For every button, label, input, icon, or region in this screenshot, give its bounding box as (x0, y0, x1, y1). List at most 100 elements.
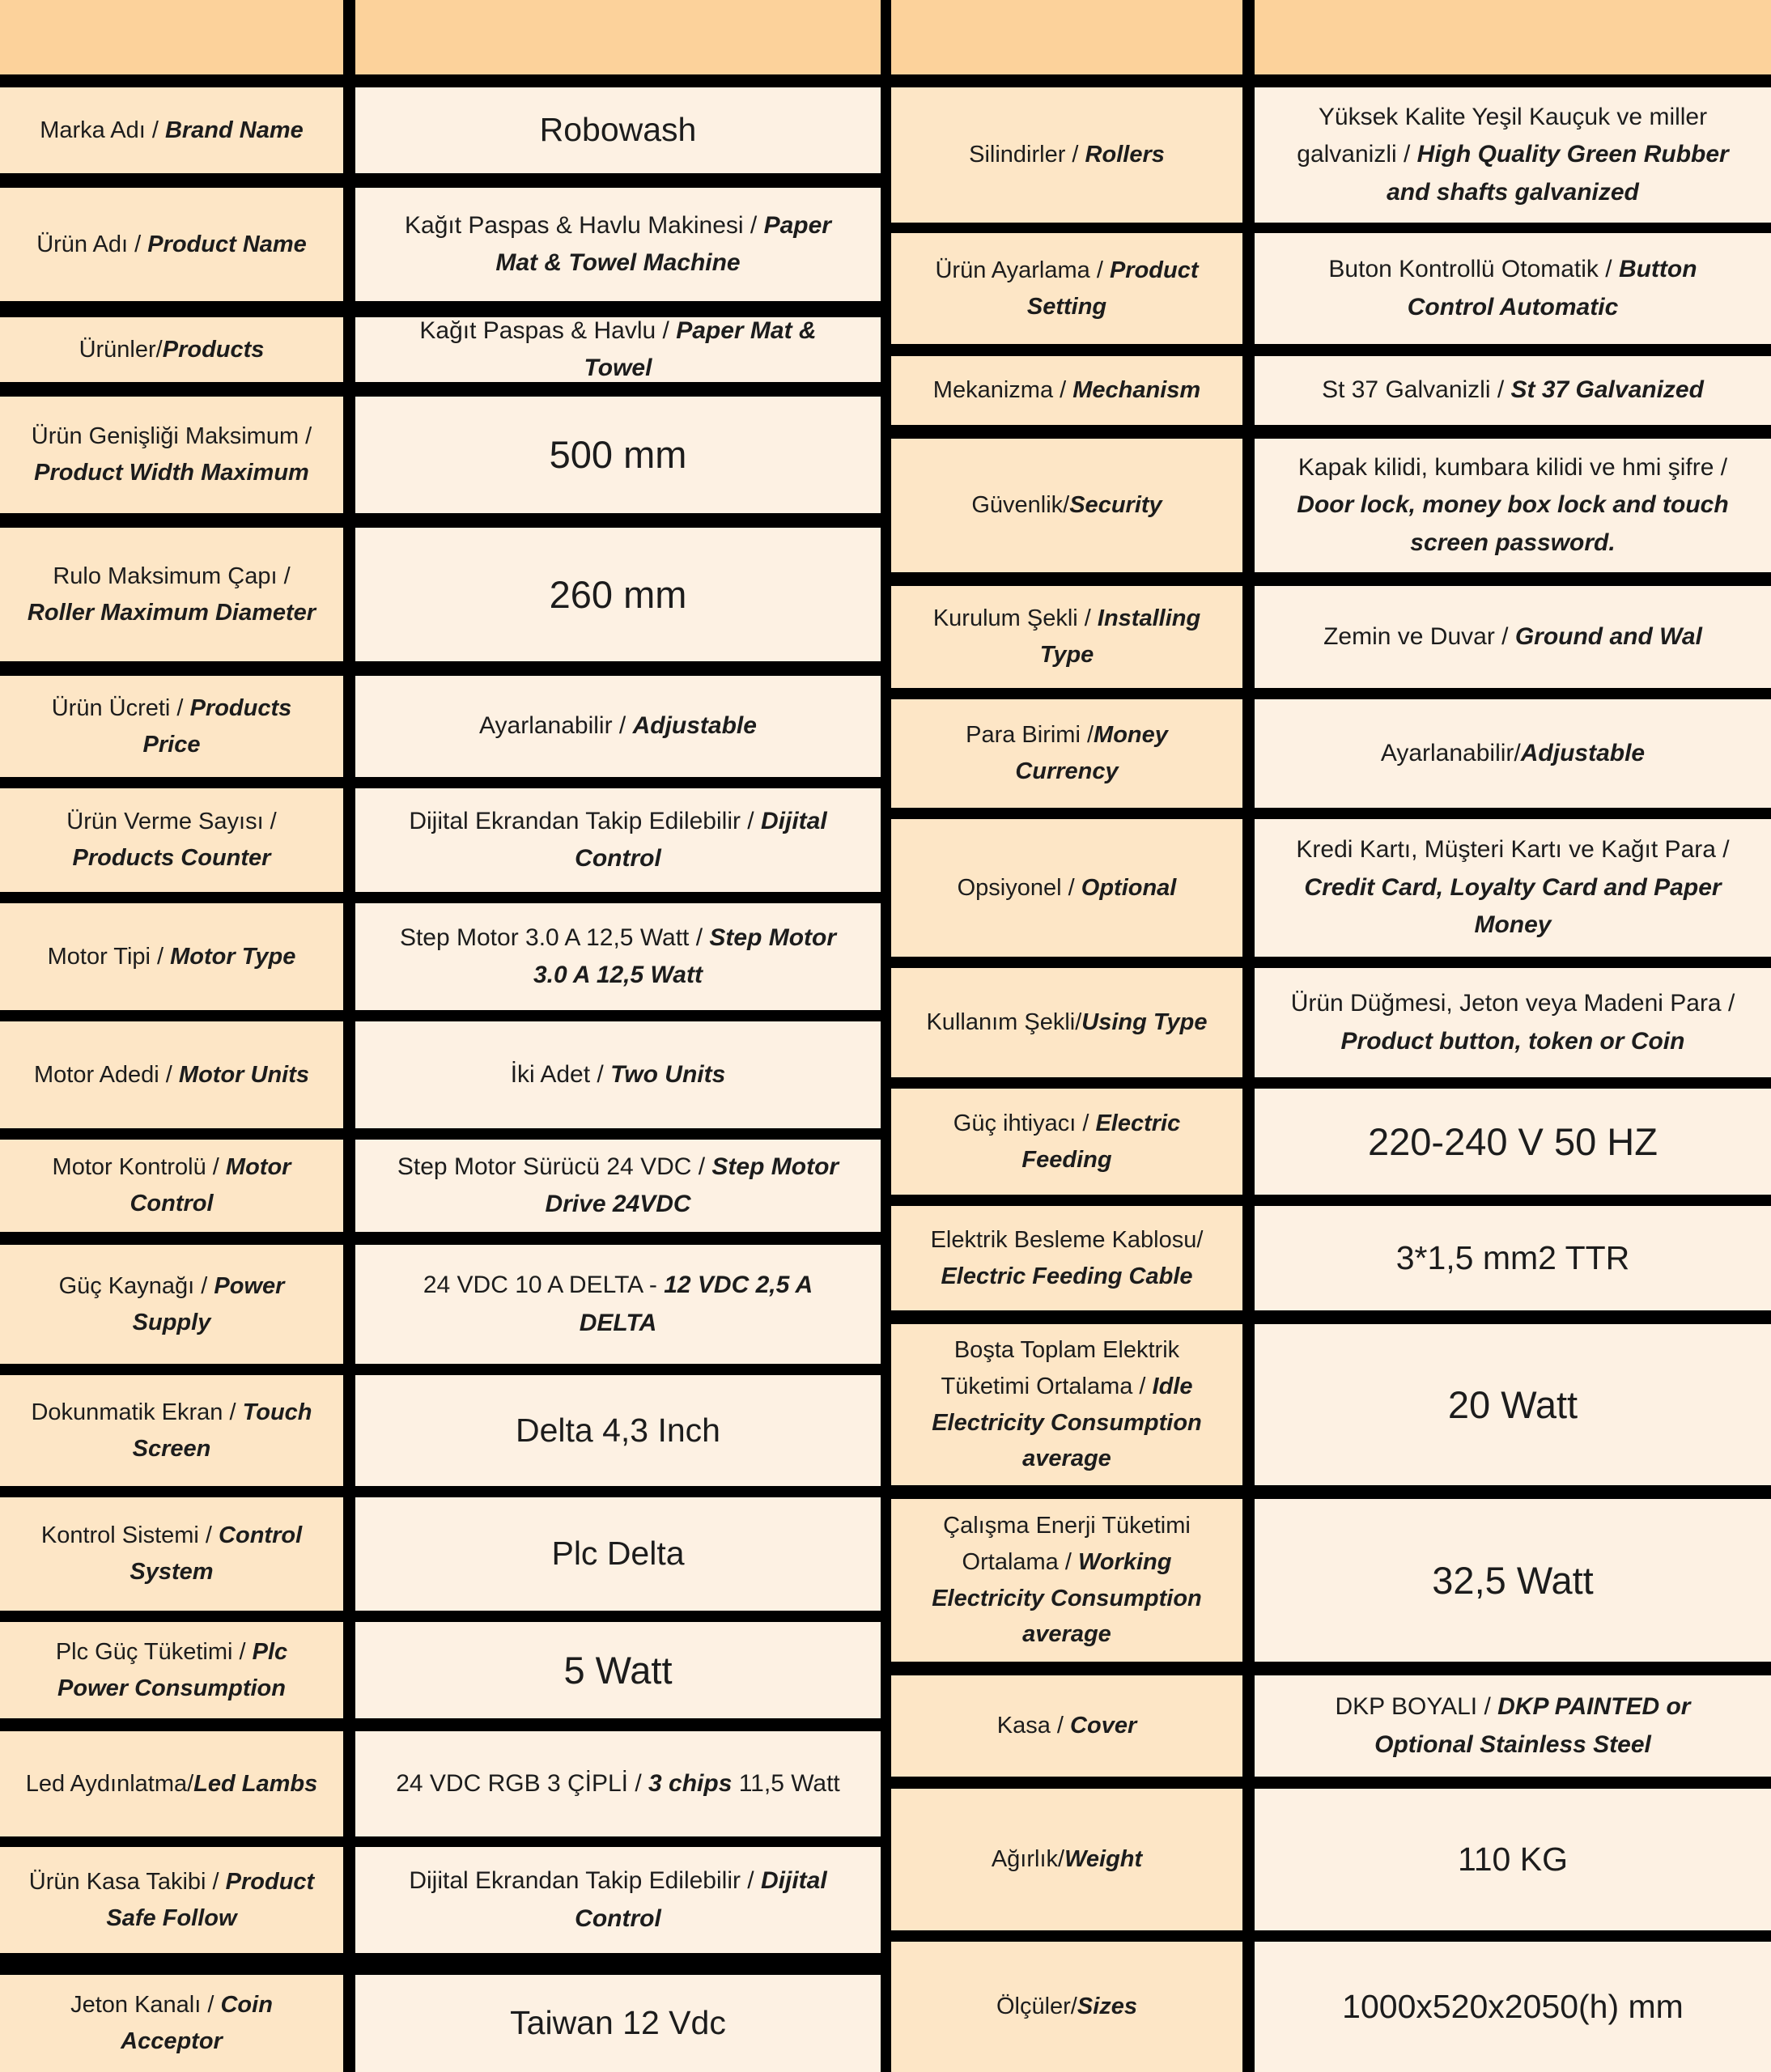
label-segment-tr: Jeton Kanalı / (70, 1992, 221, 2019)
value-segment-en: Step Motor 3.0 A 12,5 Watt (533, 923, 837, 989)
spec-value-cell: 5 Watt (355, 1622, 881, 1718)
label-segment-tr: Çalışma Enerji Tüketimi Ortalama / (943, 1512, 1191, 1575)
spec-label-cell: Mekanizma / Mechanism (891, 356, 1242, 425)
label-segment-en: Plc Power Consumption (57, 1638, 288, 1701)
label-segment-en: Motor Type (170, 943, 296, 970)
label-segment-tr: Para Birimi / (966, 722, 1094, 749)
label-segment-tr: Ürün Ayarlama / (935, 257, 1110, 283)
label-segment-tr: Motor Adedi / (33, 1061, 179, 1088)
label-segment-en: Product Setting (1026, 257, 1199, 320)
label-segment-en: Optional (1081, 874, 1177, 901)
spec-label-text: Led Aydınlatma/Led Lambs (26, 1766, 318, 1802)
spec-value-cell: Buton Kontrollü Otomatik / Button Contro… (1255, 233, 1771, 344)
value-segment-en: Paper Mat & Towel Machine (495, 211, 831, 277)
spec-value-cell: 24 VDC 10 A DELTA - 12 VDC 2,5 A DELTA (355, 1245, 881, 1364)
value-segment-tr: 3*1,5 mm2 TTR (1395, 1238, 1630, 1276)
spec-label-text: Motor Adedi / Motor Units (34, 1057, 309, 1093)
spec-label-cell: Ürün Genişliği Maksimum / Product Width … (0, 397, 343, 513)
value-segment-tr: 24 VDC RGB 3 ÇİPLİ / (396, 1769, 648, 1797)
spec-label-cell: Ölçüler/Sizes (891, 1942, 1242, 2072)
spec-value-text: 1000x520x2050(h) mm (1342, 1984, 1684, 2030)
spec-row: Kontrol Sistemi / Control System Plc Delt… (0, 1497, 881, 1611)
spec-value-cell: Kredi Kartı, Müşteri Kartı ve Kağıt Para… (1255, 819, 1771, 957)
spec-value-text: 220-240 V 50 HZ (1368, 1116, 1658, 1167)
spec-label-cell: Plc Güç Tüketimi / Plc Power Consumption (0, 1622, 343, 1718)
header-row (891, 0, 1771, 74)
spec-label-cell: Kullanım Şekli/Using Type (891, 968, 1242, 1077)
label-segment-en: Product Width Maximum (34, 460, 309, 486)
value-segment-en: 3 chips (648, 1769, 733, 1797)
value-segment-tr: Kağıt Paspas & Havlu / (419, 316, 677, 344)
spec-row: Ürün Kasa Takibi / Product Safe Follow Di… (0, 1847, 881, 1953)
spec-label-cell: Güç Kaynağı / Power Supply (0, 1245, 343, 1364)
spec-label-cell: Motor Kontrolü / Motor Control (0, 1140, 343, 1232)
label-segment-en: Coin Acceptor (121, 1992, 273, 2054)
label-segment-en: Working Electricity Consumption average (932, 1548, 1202, 1648)
spec-label-cell: Ağırlık/Weight (891, 1789, 1242, 1930)
spec-row: Motor Adedi / Motor Units İki Adet / Two … (0, 1021, 881, 1128)
value-segment-en: Paper Mat & Towel (584, 316, 817, 382)
value-segment-tr: 24 VDC 10 A DELTA - (423, 1272, 665, 1298)
value-segment-en: Two Units (610, 1060, 726, 1088)
value-segment-tr: Robowash (539, 111, 697, 149)
spec-value-cell: DKP BOYALI / DKP PAINTED or Optional Sta… (1255, 1675, 1771, 1777)
spec-row: Mekanizma / Mechanism St 37 Galvanizli / … (891, 356, 1771, 425)
spec-value-cell: 500 mm (355, 397, 881, 513)
value-segment-en: St 37 Galvanized (1510, 376, 1704, 404)
spec-value-cell: Robowash (355, 87, 881, 173)
value-segment-tr: Zemin ve Duvar / (1323, 622, 1515, 650)
value-segment-tr: 260 mm (549, 572, 687, 616)
label-segment-tr: Mekanizma / (932, 377, 1073, 404)
spec-value-text: Ayarlanabilir / Adjustable (479, 707, 757, 745)
label-segment-tr: Boşta Toplam Elektrik Tüketimi Ortalama … (941, 1336, 1180, 1399)
spec-label-text: Ürünler/Products (79, 332, 265, 368)
value-segment-tr: Yüksek Kalite Yeşil Kauçuk ve miller gal… (1297, 103, 1708, 168)
value-segment-en: Step Motor Drive 24VDC (545, 1153, 839, 1218)
label-segment-en: Control System (130, 1522, 303, 1585)
spec-row: Güvenlik/Security Kapak kilidi, kumbara k… (891, 439, 1771, 572)
spec-label-cell: Güvenlik/Security (891, 439, 1242, 572)
value-segment-tr: Kredi Kartı, Müşteri Kartı ve Kağıt Para… (1296, 836, 1730, 864)
spec-label-text: Güç Kaynağı / Power Supply (21, 1268, 322, 1341)
spec-label-cell: Marka Adı / Brand Name (0, 87, 343, 173)
label-segment-en: Weight (1064, 1846, 1143, 1873)
spec-label-text: Ürün Genişliği Maksimum / Product Width … (21, 418, 322, 491)
spec-row: Ağırlık/Weight 110 KG (891, 1789, 1771, 1930)
spec-value-cell: Kağıt Paspas & Havlu Makinesi / Paper Ma… (355, 188, 881, 301)
spec-value-text: 5 Watt (563, 1645, 672, 1696)
spec-label-cell: Motor Tipi / Motor Type (0, 903, 343, 1010)
spec-value-text: Ürün Düğmesi, Jeton veya Madeni Para / P… (1289, 985, 1737, 1060)
label-segment-tr: Kontrol Sistemi / (40, 1522, 219, 1549)
value-segment-tr: 5 Watt (563, 1648, 673, 1692)
spec-row: Kasa / Cover DKP BOYALI / DKP PAINTED or … (891, 1675, 1771, 1777)
spec-value-cell: 110 KG (1255, 1789, 1771, 1930)
spec-label-cell: Ürün Adı / Product Name (0, 188, 343, 301)
spec-label-cell: Boşta Toplam Elektrik Tüketimi Ortalama … (891, 1324, 1242, 1485)
spec-row: Marka Adı / Brand Name Robowash (0, 87, 881, 173)
spec-value-text: Delta 4,3 Inch (516, 1408, 720, 1454)
spec-label-cell: Kontrol Sistemi / Control System (0, 1497, 343, 1611)
value-segment-en: Credit Card, Loyalty Card and Paper Mone… (1304, 873, 1722, 939)
spec-value-cell: Taiwan 12 Vdc (355, 1975, 881, 2072)
value-segment-tr: Dijital Ekrandan Takip Edilebilir / (409, 1867, 761, 1894)
label-segment-tr: Opsiyonel / (957, 874, 1081, 901)
label-segment-tr: Silindirler / (969, 142, 1085, 168)
label-segment-tr: Ürün Adı / (36, 231, 148, 257)
label-segment-en: Rollers (1085, 142, 1165, 168)
spec-row: Motor Kontrolü / Motor Control Step Motor… (0, 1140, 881, 1232)
spec-label-text: Dokunmatik Ekran / Touch Screen (21, 1395, 322, 1467)
spec-row: Para Birimi /Money Currency Ayarlanabilir… (891, 699, 1771, 808)
spec-value-text: Ayarlanabilir/Adjustable (1381, 735, 1645, 773)
label-segment-en: Cover (1070, 1713, 1137, 1739)
spec-row: Ölçüler/Sizes 1000x520x2050(h) mm (891, 1942, 1771, 2072)
spec-value-cell: 20 Watt (1255, 1324, 1771, 1485)
spec-value-cell: Plc Delta (355, 1497, 881, 1611)
spec-value-cell: 1000x520x2050(h) mm (1255, 1942, 1771, 2072)
spec-label-text: Ölçüler/Sizes (996, 1989, 1137, 2025)
label-segment-tr: Kurulum Şekli / (932, 605, 1098, 632)
label-segment-en: Sizes (1077, 1993, 1138, 2020)
spec-value-cell: İki Adet / Two Units (355, 1021, 881, 1128)
value-segment-tr: İki Adet / (510, 1060, 611, 1088)
spec-value-cell: Step Motor 3.0 A 12,5 Watt / Step Motor … (355, 903, 881, 1010)
